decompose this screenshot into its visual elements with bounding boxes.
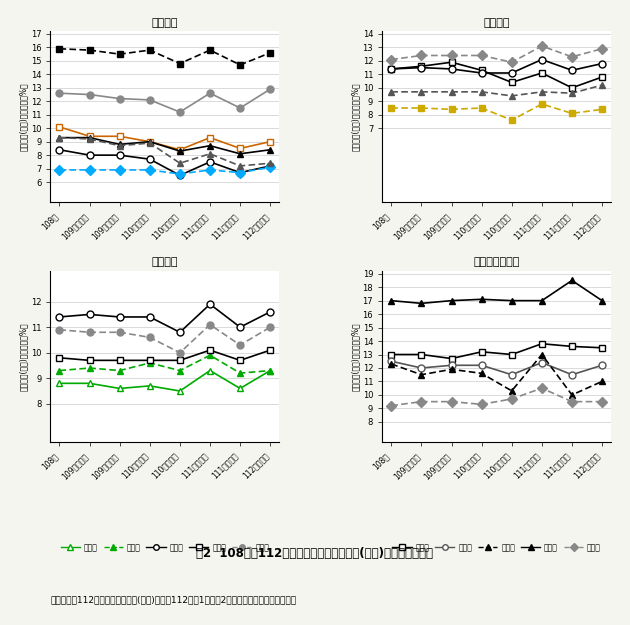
Text: 圖2  108年至112年上半年各地區低度使用(用電)住宅比率折線圖: 圖2 108年至112年上半年各地區低度使用(用電)住宅比率折線圖 — [197, 547, 433, 559]
Y-axis label: 低度使用(用電)住宅比率（%）: 低度使用(用電)住宅比率（%） — [351, 322, 360, 391]
Legend: 臺中市, 苗栗縣, 彰化縣, 南投縣, 雲林縣: 臺中市, 苗栗縣, 彰化縣, 南投縣, 雲林縣 — [389, 300, 604, 315]
Title: 北部地區: 北部地區 — [152, 18, 178, 28]
Y-axis label: 低度使用(用電)住宅比率（%）: 低度使用(用電)住宅比率（%） — [19, 82, 28, 151]
Text: 資料來源：112年上半年低度使用(用電)住宅及112年第1季、第2季待售新成屋統計資訊簡冊。: 資料來源：112年上半年低度使用(用電)住宅及112年第1季、第2季待售新成屋統… — [50, 596, 297, 604]
Legend: 臺東縣, 花蓮縣, 澎湖縣, 金門縣, 連江縣: 臺東縣, 花蓮縣, 澎湖縣, 金門縣, 連江縣 — [389, 540, 604, 555]
Title: 中部地區: 中部地區 — [483, 18, 510, 28]
Y-axis label: 低度使用(用電)住宅比率（%）: 低度使用(用電)住宅比率（%） — [19, 322, 28, 391]
Title: 東部及外島地區: 東部及外島地區 — [474, 258, 520, 268]
Legend: 臺南市, 高雄市, 嘉義縣, 屏東縣, 嘉義市: 臺南市, 高雄市, 嘉義縣, 屏東縣, 嘉義市 — [57, 540, 272, 555]
Title: 南部地區: 南部地區 — [152, 258, 178, 268]
Legend: 新北市, 臺北市, 桃園市, 宜蘭縣, 新竹縣, 新竹市, 基隆市: 新北市, 臺北市, 桃園市, 宜蘭縣, 新竹縣, 新竹市, 基隆市 — [79, 300, 251, 328]
Y-axis label: 低度使用(用電)住宅比率（%）: 低度使用(用電)住宅比率（%） — [351, 82, 360, 151]
